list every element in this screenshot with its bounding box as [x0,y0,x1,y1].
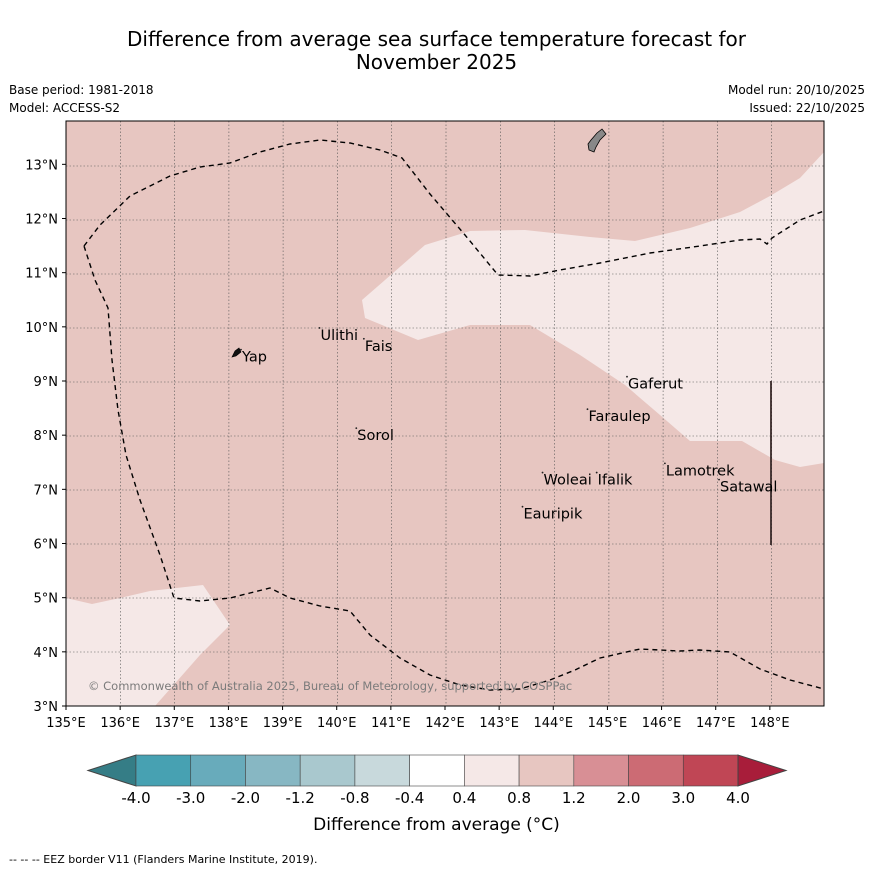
lon-tick-label: 135°E [46,716,86,731]
place-marker [318,327,321,329]
colorbar-cell [409,754,465,787]
colorbar-tick-label: 2.0 [617,789,641,807]
colorbar-cell [299,754,356,787]
meta-right: Model run: 20/10/2025 Issued: 22/10/2025 [728,81,865,117]
place-label-fais: Fais [365,339,392,355]
lon-tick-label: 136°E [100,716,140,731]
colorbar-under-arrow [86,754,137,787]
place-marker [595,471,598,474]
colorbar-cell [628,754,684,787]
island-guam [587,128,607,153]
colorbar-tick-label: 4.0 [726,789,750,807]
colorbar-cell [354,754,410,787]
colorbar-tick-label: 3.0 [671,789,695,807]
colorbar-tick-labels: -4.0 -3.0 -2.0 -1.2 -0.8 -0.4 0.4 0.8 1.2 2.0 3.0 4… [121,789,750,807]
lat-tick-label: 9°N [34,375,59,390]
lon-tick-label: 139°E [263,716,303,731]
colorbar-cell [190,754,246,787]
place-label-eauripik: Eauripik [524,507,583,523]
place-label-gaferut: Gaferut [628,377,683,393]
colorbar-cells [135,754,739,787]
lon-tick-label: 147°E [696,716,736,731]
anomaly-light-region-southwest [66,585,230,706]
place-marker [626,375,628,378]
place-marker [362,337,365,340]
eez-footnote: -- -- -- EEZ border V11 (Flanders Marine… [9,853,318,866]
base-period: Base period: 1981-2018 [9,83,154,97]
lon-tick-label: 141°E [371,716,411,731]
lat-tick-label: 10°N [25,321,58,336]
colorbar-cell [573,754,629,787]
title-line-2: November 2025 [355,50,518,74]
colorbar-tick-label: 0.8 [507,789,531,807]
lat-tick-label: 13°N [25,158,58,173]
lon-tick-label: 143°E [479,716,519,731]
lat-tick-label: 12°N [25,213,58,228]
place-marker [664,462,666,465]
place-marker [240,348,242,351]
lon-tick-label: 140°E [317,716,357,731]
lon-tick-label: 142°E [425,716,465,731]
lat-tick-label: 4°N [34,646,59,661]
colorbar-cell [464,754,520,787]
place-label-lamotrek: Lamotrek [666,463,735,479]
copyright-notice: © Commonwealth of Australia 2025, Bureau… [88,679,572,693]
issued-date: Issued: 22/10/2025 [749,101,865,115]
latitude-tick-labels: 3°N 4°N 5°N 6°N 7°N 8°N 9°N 10°N 11°N 12°N 13°N [25,158,66,715]
colorbar-cell [135,754,192,787]
place-label-faraulep: Faraulep [588,409,650,425]
place-label-sorol: Sorol [357,428,394,444]
place-marker [541,471,544,474]
anomaly-light-region-east [362,152,824,467]
model-name: Model: ACCESS-S2 [9,101,121,115]
colorbar-tick-label: 0.4 [452,789,476,807]
lon-tick-label: 148°E [750,716,790,731]
place-label-satawal: Satawal [720,480,777,496]
colorbar-cell [518,754,575,787]
place-marker [586,408,589,411]
place-marker [355,427,358,430]
colorbar-tick-label: -3.0 [176,789,205,807]
grid-lines [66,121,824,706]
place-marker [718,478,720,481]
colorbar-tick-label: -4.0 [121,789,150,807]
colorbar-cell [682,754,739,787]
place-labels: Yap Ulithi Fais Gaferut Faraulep Sorol Woleai I… [240,327,777,523]
lat-tick-label: 8°N [34,429,59,444]
colorbar-tick-label: -0.4 [395,789,424,807]
colorbar-tick-label: 1.2 [562,789,586,807]
place-label-yap: Yap [241,350,267,366]
title-line-1: Difference from average sea surface temp… [126,27,746,51]
island-yap [231,347,242,358]
lon-tick-label: 146°E [642,716,682,731]
place-marker [521,505,524,508]
chart-title: Difference from average sea surface temp… [0,28,873,74]
longitude-tick-labels: 135°E 136°E 137°E 138°E 139°E 140°E 141°E 142°E… [46,706,790,731]
lat-tick-label: 5°N [34,592,59,607]
colorbar-cell [245,754,301,787]
colorbar-label: Difference from average (°C) [313,815,560,835]
lat-tick-label: 3°N [34,700,59,715]
lon-tick-label: 144°E [534,716,574,731]
place-label-woleai: Woleai [544,473,592,489]
lat-tick-label: 6°N [34,538,59,553]
colorbar-tick-label: -2.0 [231,789,260,807]
model-run: Model run: 20/10/2025 [727,83,865,97]
lat-tick-label: 11°N [25,267,58,282]
colorbar-tick-label: -0.8 [340,789,369,807]
lat-tick-label: 7°N [34,483,59,498]
lon-tick-label: 138°E [209,716,249,731]
lon-tick-label: 145°E [588,716,628,731]
lon-tick-label: 137°E [155,716,195,731]
place-label-ulithi: Ulithi [320,328,358,344]
eez-border-line [83,139,824,691]
meta-left: Base period: 1981-2018 Model: ACCESS-S2 [9,81,154,117]
place-label-ifalik: Ifalik [598,473,633,489]
colorbar-tick-label: -1.2 [286,789,315,807]
colorbar-over-arrow [737,754,788,787]
